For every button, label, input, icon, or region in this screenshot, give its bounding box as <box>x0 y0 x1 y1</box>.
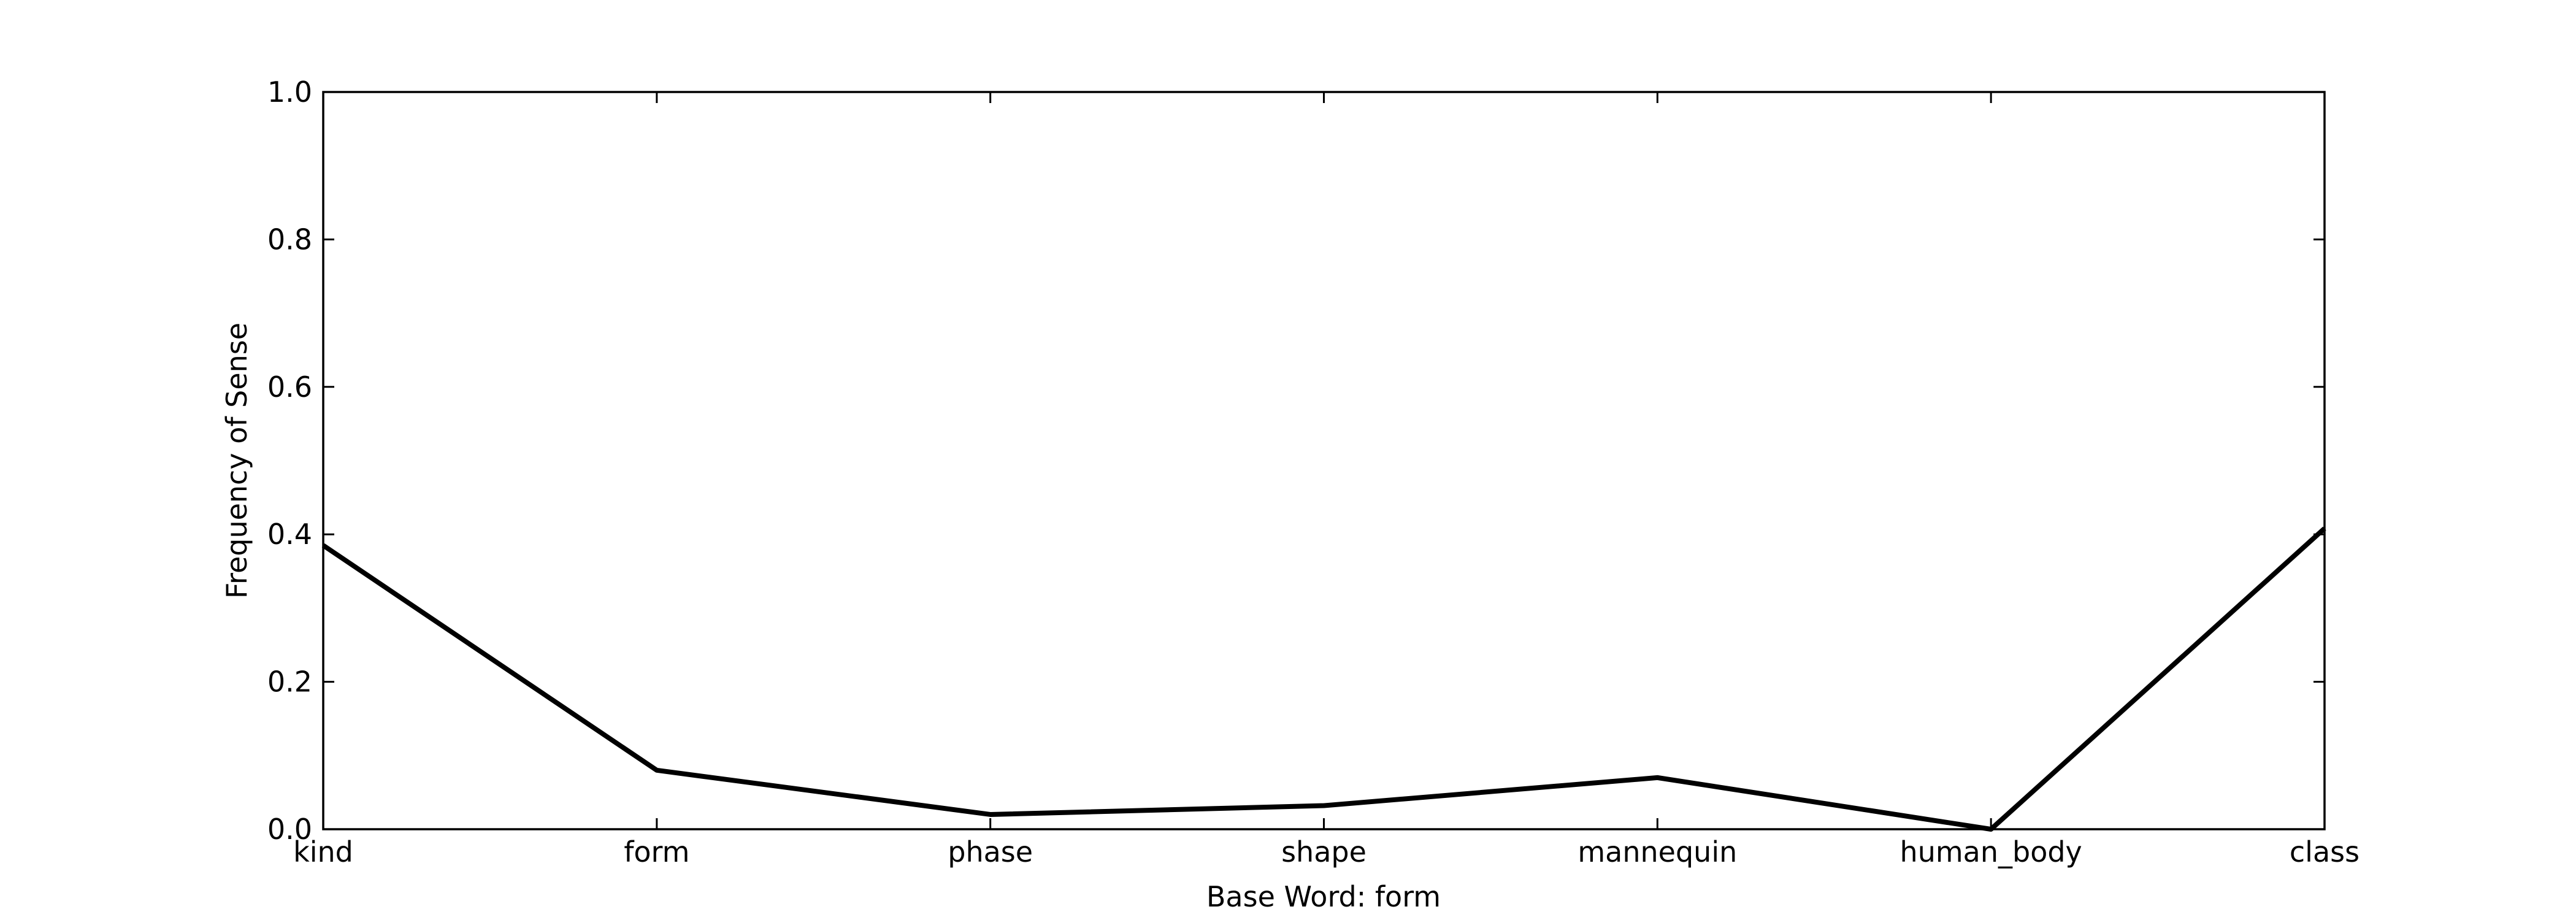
x-tick-label: form <box>624 835 689 868</box>
y-tick-label: 0.8 <box>267 223 312 256</box>
y-tick-label: 0.0 <box>267 813 312 846</box>
x-axis-label: Base Word: form <box>1206 880 1441 913</box>
x-tick-label: human_body <box>1900 835 2082 868</box>
y-tick-label: 0.6 <box>267 370 312 404</box>
y-tick-label: 1.0 <box>267 75 312 109</box>
y-axis-ticks: 0.0 0.2 0.4 0.6 0.8 1.0 <box>267 75 2325 846</box>
y-tick-label: 0.2 <box>267 665 312 699</box>
x-tick-label: kind <box>293 835 353 868</box>
x-axis-ticks: kind form phase shape mannequin human_body cla… <box>293 92 2359 868</box>
series-layer <box>321 526 2326 832</box>
series-line <box>321 526 2326 832</box>
x-tick-label: mannequin <box>1577 835 1737 868</box>
x-tick-label: shape <box>1281 835 1367 868</box>
x-tick-label: phase <box>948 835 1033 868</box>
plot-frame <box>322 91 2326 830</box>
y-tick-label: 0.4 <box>267 518 312 551</box>
y-axis-label: Frequency of Sense <box>220 323 253 599</box>
x-tick-label: class <box>2290 835 2359 868</box>
